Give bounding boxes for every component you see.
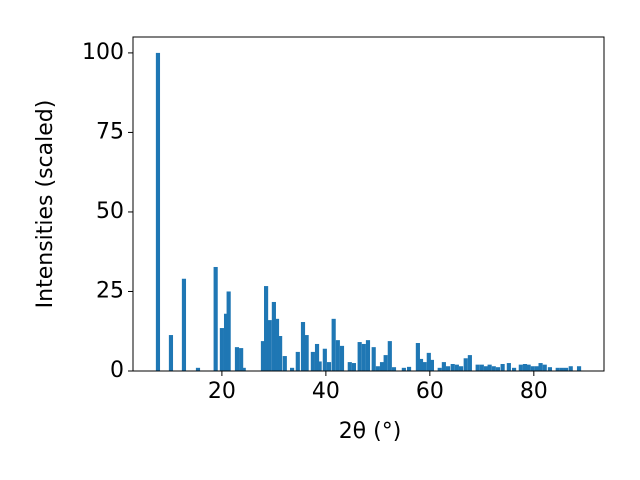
bar — [181, 278, 187, 371]
bar — [260, 341, 266, 371]
bar — [387, 341, 392, 371]
x-tick-label: 40 — [312, 379, 340, 404]
bar — [534, 366, 540, 371]
bar — [317, 361, 322, 371]
y-axis-label: Intensities (scaled) — [33, 100, 58, 309]
bar — [234, 347, 240, 371]
bar — [576, 366, 582, 371]
bar — [511, 367, 517, 371]
bar — [463, 358, 468, 371]
bar — [483, 366, 489, 371]
bar — [568, 366, 573, 371]
bar — [267, 320, 272, 371]
bar — [278, 336, 283, 371]
bar — [357, 342, 362, 371]
bar — [264, 286, 269, 371]
bar — [310, 351, 315, 371]
bar — [168, 335, 174, 371]
bar — [195, 367, 201, 371]
bar — [322, 348, 327, 371]
bar — [500, 364, 505, 371]
bar — [304, 335, 309, 371]
y-tick-label: 25 — [96, 278, 124, 303]
bar — [365, 340, 371, 371]
bar — [563, 367, 569, 371]
bar — [547, 367, 553, 371]
x-tick-label: 80 — [520, 379, 548, 404]
bar — [426, 352, 431, 371]
bar — [437, 367, 442, 371]
bar — [506, 363, 511, 371]
bar — [271, 301, 276, 371]
bar — [351, 363, 357, 371]
bar — [454, 364, 459, 371]
bar — [347, 362, 352, 371]
bar — [458, 366, 464, 371]
x-tick-label: 60 — [416, 379, 444, 404]
bar — [445, 366, 451, 371]
bar — [491, 366, 496, 371]
bar — [335, 340, 340, 371]
bar — [241, 367, 246, 371]
bar — [295, 351, 300, 371]
bar — [530, 366, 535, 371]
bar — [495, 367, 501, 371]
bar — [391, 367, 397, 371]
bar — [274, 318, 280, 371]
bar — [538, 363, 543, 371]
bar — [467, 355, 472, 371]
bar — [155, 52, 161, 372]
bar — [559, 367, 564, 371]
bar — [418, 358, 424, 371]
bar — [290, 367, 295, 371]
bar — [429, 359, 435, 371]
bar — [401, 367, 406, 371]
y-tick-label: 100 — [82, 40, 124, 65]
bar — [475, 364, 480, 371]
y-tick-label: 0 — [110, 358, 124, 383]
bar — [239, 348, 244, 371]
bar — [518, 364, 523, 371]
bar — [331, 318, 336, 371]
plot-frame — [132, 36, 605, 372]
bar — [479, 364, 484, 371]
bar — [542, 364, 547, 371]
bar — [223, 313, 229, 371]
bar — [314, 343, 320, 371]
bar — [406, 366, 412, 371]
bar — [555, 367, 560, 371]
bar — [375, 366, 380, 371]
bar — [326, 362, 332, 371]
bar — [361, 343, 366, 371]
x-tick-label: 20 — [208, 379, 236, 404]
bar — [526, 364, 531, 371]
bar — [226, 291, 231, 371]
bar — [379, 362, 385, 371]
bar — [219, 328, 224, 371]
bar — [422, 362, 427, 371]
bar — [213, 266, 218, 371]
bar — [339, 345, 345, 371]
bar — [282, 356, 287, 371]
bar — [487, 364, 492, 371]
bar — [450, 364, 455, 371]
bar — [383, 355, 388, 371]
y-tick-label: 50 — [96, 199, 124, 224]
x-axis-label: 2θ (°) — [339, 419, 402, 444]
bar — [441, 362, 446, 371]
y-tick-label: 75 — [96, 119, 124, 144]
bar — [371, 347, 376, 371]
bar — [415, 343, 420, 371]
bar — [522, 364, 528, 371]
bar — [300, 322, 306, 371]
